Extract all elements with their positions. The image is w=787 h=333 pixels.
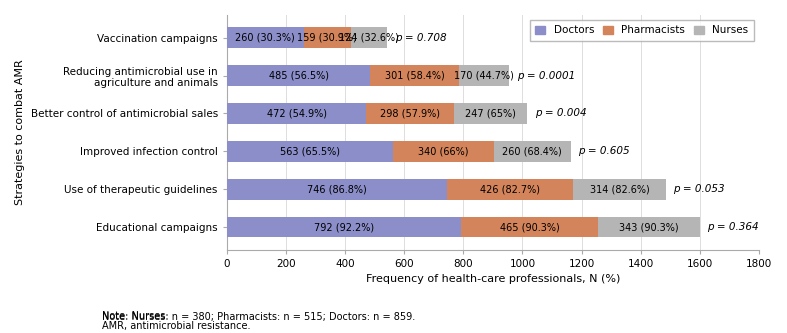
Text: 343 (90.3%): 343 (90.3%) (619, 222, 679, 232)
Bar (227, 141, 394, 162)
Bar (227, 216, 461, 237)
Text: AMR, antimicrobial resistance.: AMR, antimicrobial resistance. (102, 321, 251, 331)
Text: p = 0.0001: p = 0.0001 (517, 71, 575, 81)
Text: Note: Nurses: n = 380; Pharmacists: n = 515; Doctors: n = 859.: Note: Nurses: n = 380; Pharmacists: n = … (102, 312, 416, 322)
Bar (351, 27, 387, 48)
Text: 340 (66%): 340 (66%) (418, 146, 469, 156)
Text: p = 0.605: p = 0.605 (578, 146, 630, 156)
Text: 746 (86.8%): 746 (86.8%) (307, 184, 367, 194)
Text: p = 0.053: p = 0.053 (674, 184, 725, 194)
Text: 314 (82.6%): 314 (82.6%) (589, 184, 649, 194)
Bar (459, 65, 509, 86)
Bar (394, 141, 493, 162)
Text: Note: Nurses:: Note: Nurses: (102, 311, 172, 321)
Text: 426 (82.7%): 426 (82.7%) (480, 184, 541, 194)
Bar (227, 65, 370, 86)
Text: 170 (44.7%): 170 (44.7%) (454, 71, 514, 81)
Bar (366, 103, 454, 124)
Bar (573, 179, 666, 199)
Text: 260 (68.4%): 260 (68.4%) (502, 146, 562, 156)
Bar (454, 103, 527, 124)
X-axis label: Frequency of health-care professionals, N (%): Frequency of health-care professionals, … (366, 274, 620, 284)
Legend: Doctors, Pharmacists, Nurses: Doctors, Pharmacists, Nurses (530, 20, 754, 41)
Bar (227, 179, 447, 199)
Bar (598, 216, 700, 237)
Text: p = 0.004: p = 0.004 (535, 109, 586, 119)
Text: 159 (30.9%): 159 (30.9%) (297, 33, 357, 43)
Text: 260 (30.3%): 260 (30.3%) (235, 33, 295, 43)
Bar (227, 103, 366, 124)
Bar (493, 141, 571, 162)
Text: 247 (65%): 247 (65%) (465, 109, 516, 119)
Bar (461, 216, 598, 237)
Text: 792 (92.2%): 792 (92.2%) (314, 222, 374, 232)
Bar (304, 27, 351, 48)
Bar (447, 179, 573, 199)
Text: 465 (90.3%): 465 (90.3%) (500, 222, 560, 232)
Text: 563 (65.5%): 563 (65.5%) (280, 146, 340, 156)
Text: 472 (54.9%): 472 (54.9%) (267, 109, 327, 119)
Bar (370, 65, 459, 86)
Text: 298 (57.9%): 298 (57.9%) (380, 109, 441, 119)
Text: 124 (32.6%): 124 (32.6%) (339, 33, 399, 43)
Text: 301 (58.4%): 301 (58.4%) (385, 71, 445, 81)
Text: p = 0.364: p = 0.364 (708, 222, 759, 232)
Y-axis label: Strategies to combat AMR: Strategies to combat AMR (15, 60, 25, 205)
Bar (227, 27, 304, 48)
Text: 485 (56.5%): 485 (56.5%) (268, 71, 328, 81)
Text: p = 0.708: p = 0.708 (395, 33, 446, 43)
